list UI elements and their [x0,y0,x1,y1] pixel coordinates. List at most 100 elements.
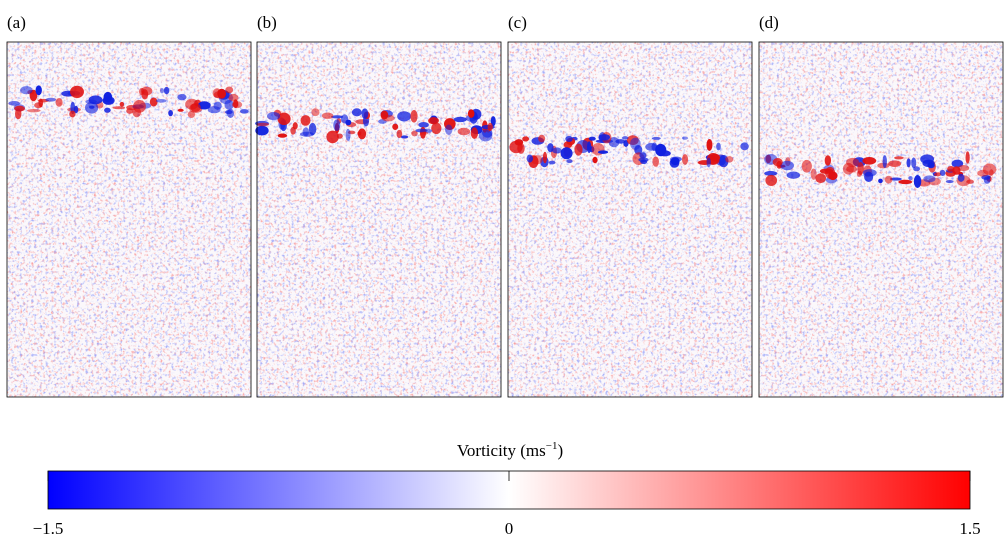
vortex [706,139,713,151]
vortex [431,122,442,135]
vortex [27,109,41,113]
vortex [84,101,99,114]
vortex [846,157,860,167]
panel-label: (a) [7,13,26,32]
vortex [420,131,429,135]
vortex [326,130,339,144]
vortex [168,109,173,117]
vortex [716,142,721,151]
vortex [277,133,288,138]
vortex [300,131,314,137]
vortex [8,101,21,106]
vortex [772,158,783,167]
vortex [882,155,887,168]
vortex [547,143,554,153]
vortex [35,85,42,96]
vortex [212,88,222,98]
vortex [608,136,620,148]
vortex [542,151,548,164]
vortex [566,159,573,164]
vortex [531,155,543,165]
vorticity-field [507,41,753,398]
vortex [29,89,38,102]
vortex [574,143,583,156]
vortex [645,143,658,151]
vortex [597,150,609,154]
vortex [410,109,418,123]
colorbar-label: Vorticity (ms [457,441,546,460]
vortex [740,142,749,151]
vortex [982,163,997,176]
panel-frame [507,41,753,398]
vortex [159,87,165,94]
vortex [615,139,626,144]
vortex [639,152,647,159]
panel-frame [6,41,252,398]
vortex [290,126,296,135]
vortex [149,97,158,107]
field-noise-blue [257,42,501,397]
vortex [824,166,836,179]
vortex [233,99,239,109]
vortex [856,170,863,177]
vortex [945,180,954,184]
vortex [397,111,411,122]
vortex [906,158,911,168]
vortex [392,123,399,130]
vortex [780,160,795,171]
vortex [102,96,115,105]
vortex [640,159,648,164]
vortex [681,136,689,140]
vortex [126,108,134,114]
vortex [862,169,877,177]
vortex [14,105,25,112]
vortex [88,95,103,105]
vortex [428,117,439,125]
vortex [470,127,479,139]
vortex [45,97,57,102]
colorbar-tick-label: 1.5 [959,519,980,538]
vortex [381,114,395,122]
vortex [256,122,270,127]
colorbar-label-end: ) [557,441,563,460]
vortex [163,86,170,95]
vortex [418,122,429,128]
vortex [225,110,233,115]
vortex [846,165,858,173]
vortex [652,156,659,167]
panel-frame [256,41,502,398]
vortex [177,94,187,101]
vortex [898,179,913,185]
vortex [947,165,955,172]
vortex [197,101,211,110]
vortex [411,130,418,137]
vortex [119,101,125,107]
vortex [913,175,922,188]
vortex [55,98,63,107]
field-noise-blue [759,42,1003,397]
vortex [396,129,403,139]
vortex [592,156,598,164]
vortex [965,151,970,164]
vortex [445,124,453,135]
vortex [177,108,184,112]
vortex [957,173,965,182]
vortex [400,135,409,139]
vortex [824,155,832,166]
vortex [884,175,893,184]
vortex [588,136,596,141]
vortex [815,173,827,184]
vortex [966,179,974,184]
vortex [225,86,234,94]
colorbar-tick-label: 0 [505,519,514,538]
panel-label: (d) [759,13,779,32]
vortex [801,159,812,173]
vorticity-field [255,41,502,398]
field-noise-blue [508,42,752,397]
vortex [658,150,671,157]
vortex [725,156,734,163]
vortex [190,103,201,112]
vortex [983,176,991,184]
panel-frame [758,41,1004,398]
